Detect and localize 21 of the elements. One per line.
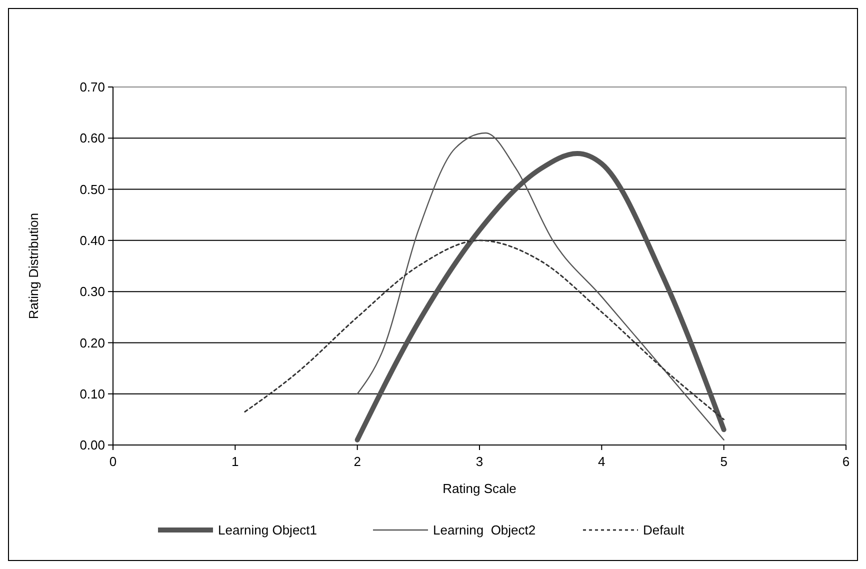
y-axis-title: Rating Distribution bbox=[26, 212, 41, 320]
y-tick-label: 0.50 bbox=[80, 182, 105, 197]
x-tick-label: 2 bbox=[354, 454, 361, 469]
y-tick-label: 0.00 bbox=[80, 438, 105, 453]
x-axis-title: Rating Scale bbox=[442, 481, 516, 496]
y-tick-label: 0.70 bbox=[80, 80, 105, 95]
y-tick-label: 0.60 bbox=[80, 130, 105, 146]
x-tick-label: 6 bbox=[842, 454, 850, 469]
y-tick-label: 0.10 bbox=[80, 386, 105, 402]
x-tick-label: 1 bbox=[232, 454, 239, 469]
legend-label: Default bbox=[643, 522, 685, 538]
y-tick-label: 0.20 bbox=[80, 335, 105, 350]
y-tick-label: 0.40 bbox=[80, 232, 105, 248]
legend-label: Learning Object1 bbox=[218, 522, 318, 538]
line-series bbox=[244, 240, 725, 420]
legend-label: Learning Object2 bbox=[433, 522, 536, 538]
y-tick-label: 0.30 bbox=[80, 284, 105, 300]
x-tick-label: 5 bbox=[720, 454, 728, 469]
x-tick-label: 3 bbox=[476, 454, 484, 469]
x-tick-label: 0 bbox=[109, 454, 117, 469]
x-tick-label: 4 bbox=[598, 454, 606, 469]
